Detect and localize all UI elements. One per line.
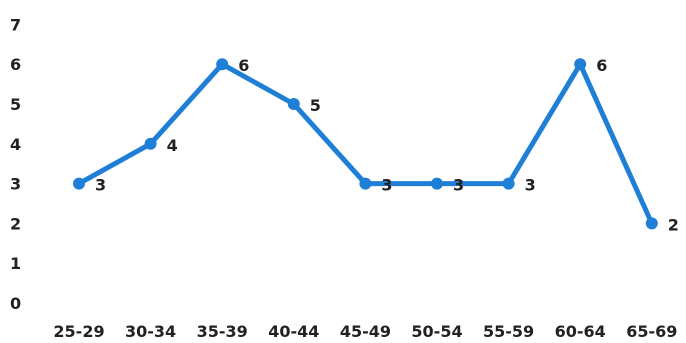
data-label: 5: [310, 96, 321, 115]
data-label: 2: [668, 215, 679, 234]
data-label: 6: [596, 56, 607, 75]
x-tick-label: 55-59: [483, 322, 534, 341]
data-label: 3: [381, 176, 392, 195]
x-tick-label: 50-54: [411, 322, 462, 341]
x-axis-ticks: 25-29 30-34 35-39 40-44 45-49 50-54 55-59 60-64…: [53, 322, 677, 341]
data-point: [431, 177, 443, 190]
data-point: [73, 177, 85, 190]
data-label: 3: [95, 176, 106, 195]
x-tick-label: 30-34: [125, 322, 176, 341]
series-layer: [73, 58, 658, 230]
x-tick-label: 35-39: [197, 322, 248, 341]
y-tick-label: 2: [10, 214, 21, 233]
x-tick-label: 45-49: [340, 322, 391, 341]
data-point: [216, 58, 229, 71]
data-label: 6: [238, 56, 249, 75]
y-tick-label: 5: [10, 95, 21, 114]
data-point: [144, 137, 157, 150]
y-axis-ticks: 0 1 2 3 4 5 6 7: [10, 15, 21, 313]
y-tick-label: 1: [10, 254, 21, 273]
y-tick-label: 3: [10, 175, 21, 194]
x-tick-label: 60-64: [555, 322, 606, 341]
data-label: 3: [525, 176, 536, 195]
data-label: 3: [453, 176, 464, 195]
series-line: [76, 61, 655, 226]
data-point: [645, 217, 658, 230]
y-tick-label: 0: [10, 294, 21, 313]
data-labels: 3 4 6 5 3 3 3 6 2: [95, 56, 679, 234]
data-point: [574, 58, 587, 71]
y-tick-label: 4: [10, 135, 21, 154]
data-point: [287, 98, 300, 110]
data-label: 4: [167, 136, 178, 155]
data-point: [359, 177, 372, 190]
x-tick-label: 65-69: [626, 322, 677, 341]
x-tick-label: 40-44: [268, 322, 319, 341]
x-tick-label: 25-29: [53, 322, 104, 341]
y-tick-label: 6: [10, 55, 21, 74]
data-point: [502, 177, 515, 190]
y-tick-label: 7: [10, 15, 21, 34]
